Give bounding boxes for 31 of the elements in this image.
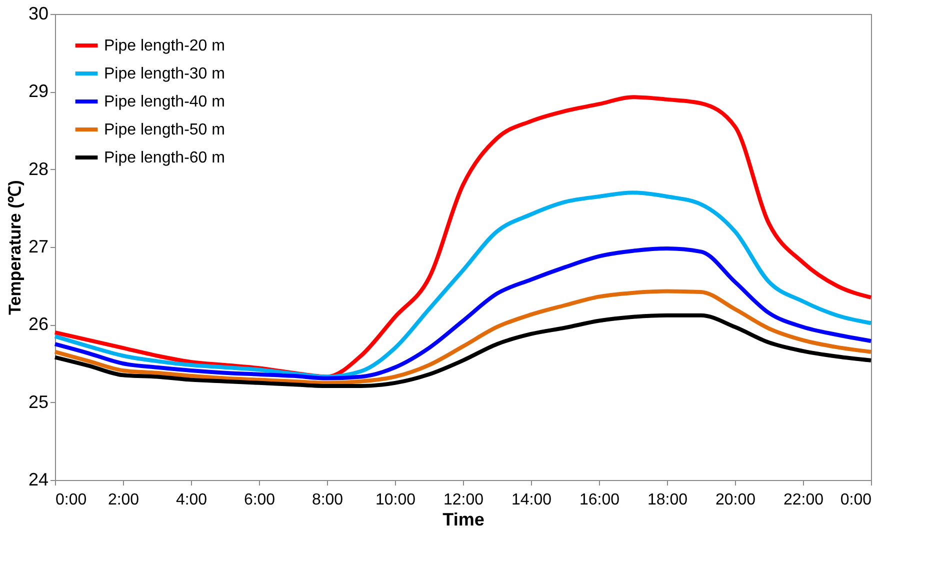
x-tick-label: 6:00 <box>244 492 276 508</box>
y-tick-label: 28 <box>28 158 48 179</box>
x-tick-label: 0:00 <box>840 492 872 508</box>
x-tick-label: 0:00 <box>56 492 87 508</box>
y-tick-label: 30 <box>28 4 48 24</box>
x-tick-label: 18:00 <box>647 492 688 508</box>
x-tick-label: 8:00 <box>312 492 344 508</box>
line-series <box>53 313 873 388</box>
x-tick-label: 10:00 <box>375 492 416 508</box>
y-tick-label: 29 <box>28 81 48 102</box>
legend-label: Pipe length-60 m <box>104 150 225 166</box>
x-tick-label: 20:00 <box>715 492 756 508</box>
y-axis-title: Temperature (℃) <box>5 180 24 315</box>
x-tick-label: 12:00 <box>443 492 484 508</box>
y-tick-label: 26 <box>28 314 48 334</box>
y-tick-label: 27 <box>28 236 48 256</box>
line-series <box>53 190 873 379</box>
y-tick-label: 25 <box>28 392 48 412</box>
line-series <box>53 289 873 385</box>
y-tick-label: 24 <box>28 470 48 490</box>
legend-label: Pipe length-20 m <box>104 38 225 54</box>
legend-label: Pipe length-50 m <box>104 122 225 138</box>
x-tick-label: 2:00 <box>108 492 140 508</box>
legend-label: Pipe length-30 m <box>104 66 225 82</box>
x-tick-label: 4:00 <box>176 492 208 508</box>
x-tick-label: 14:00 <box>511 492 552 508</box>
line-series <box>53 246 873 380</box>
x-tick-label: 22:00 <box>783 492 824 508</box>
x-tick-label: 16:00 <box>579 492 620 508</box>
x-axis-title: Time <box>442 510 484 530</box>
legend-label: Pipe length-40 m <box>104 94 225 110</box>
